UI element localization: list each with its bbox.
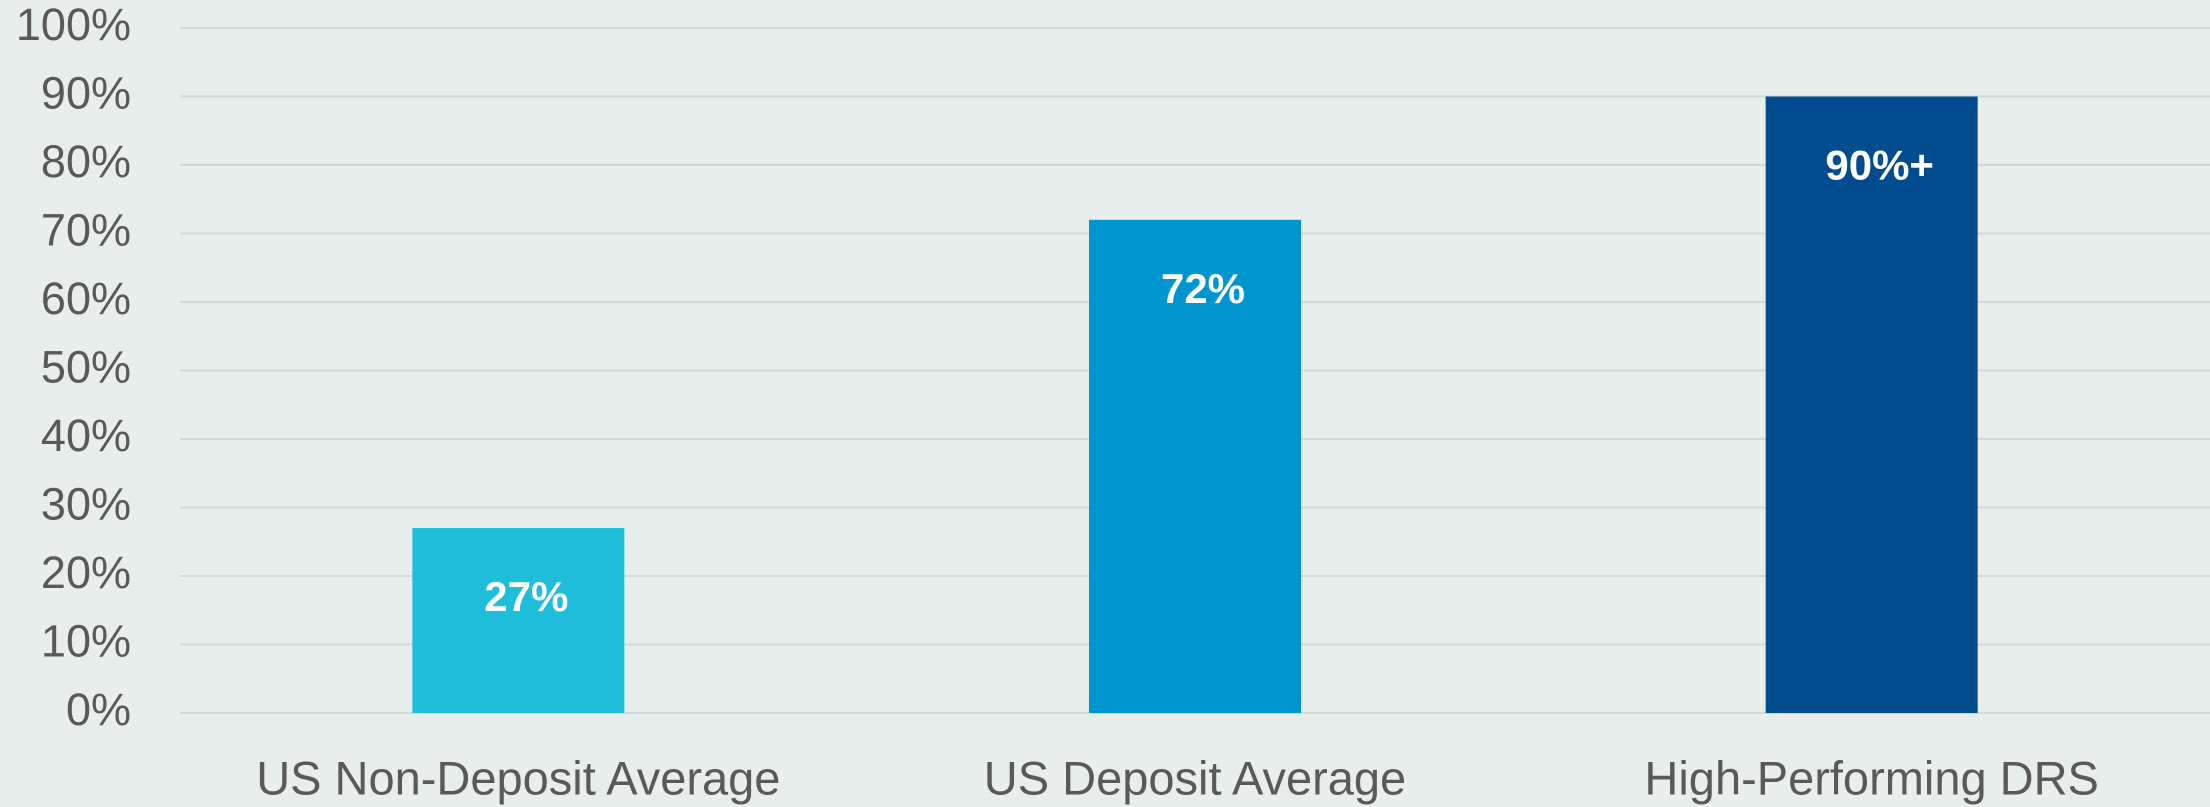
y-tick-label: 40% — [41, 410, 131, 461]
y-tick-label: 100% — [16, 0, 131, 50]
y-tick-label: 80% — [41, 136, 131, 187]
y-tick-label: 60% — [41, 273, 131, 324]
y-tick-label: 70% — [41, 204, 131, 255]
data-label: 72% — [1161, 265, 1245, 312]
x-tick-label: High-Performing DRS — [1644, 751, 2098, 804]
data-label: 27% — [484, 573, 568, 620]
y-tick-label: 10% — [41, 615, 131, 666]
y-tick-label: 50% — [41, 341, 131, 392]
y-tick-label: 30% — [41, 478, 131, 529]
bar — [1089, 219, 1301, 714]
y-tick-label: 90% — [41, 67, 131, 118]
bar — [1765, 96, 1978, 713]
y-tick-label: 0% — [66, 684, 131, 735]
bar — [412, 528, 625, 713]
data-label: 90%+ — [1825, 142, 1934, 189]
x-tick-label: US Non-Deposit Average — [256, 751, 780, 804]
y-tick-label: 20% — [41, 547, 131, 598]
x-tick-label: US Deposit Average — [984, 751, 1406, 804]
